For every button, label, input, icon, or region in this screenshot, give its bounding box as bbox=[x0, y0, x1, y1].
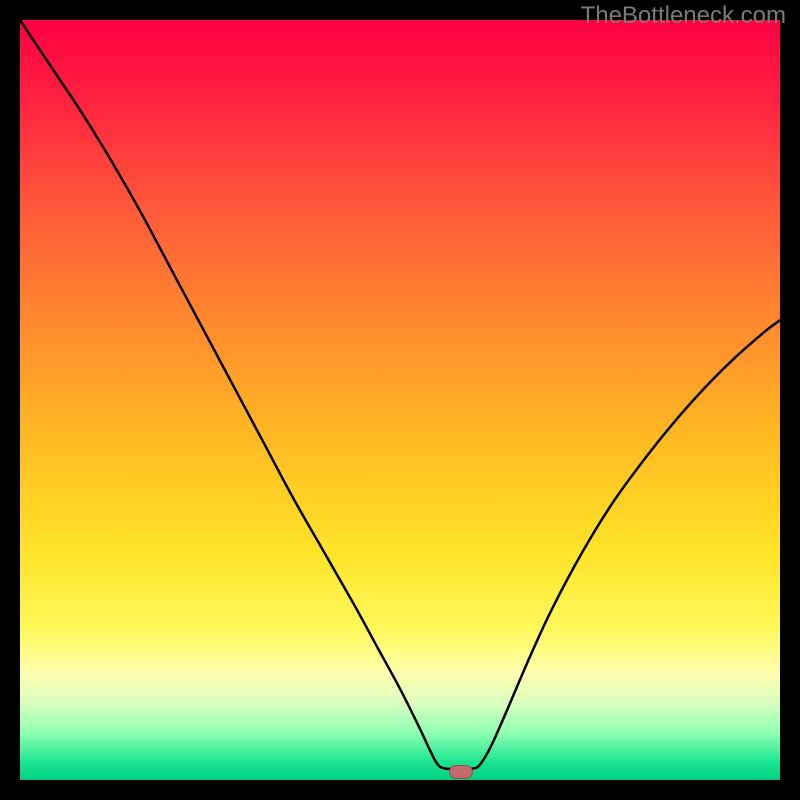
bottleneck-curve bbox=[20, 20, 780, 780]
watermark-text: TheBottleneck.com bbox=[581, 2, 786, 30]
optimal-marker bbox=[449, 765, 473, 779]
plot-area bbox=[20, 20, 780, 780]
chart-stage: TheBottleneck.com bbox=[0, 0, 800, 800]
